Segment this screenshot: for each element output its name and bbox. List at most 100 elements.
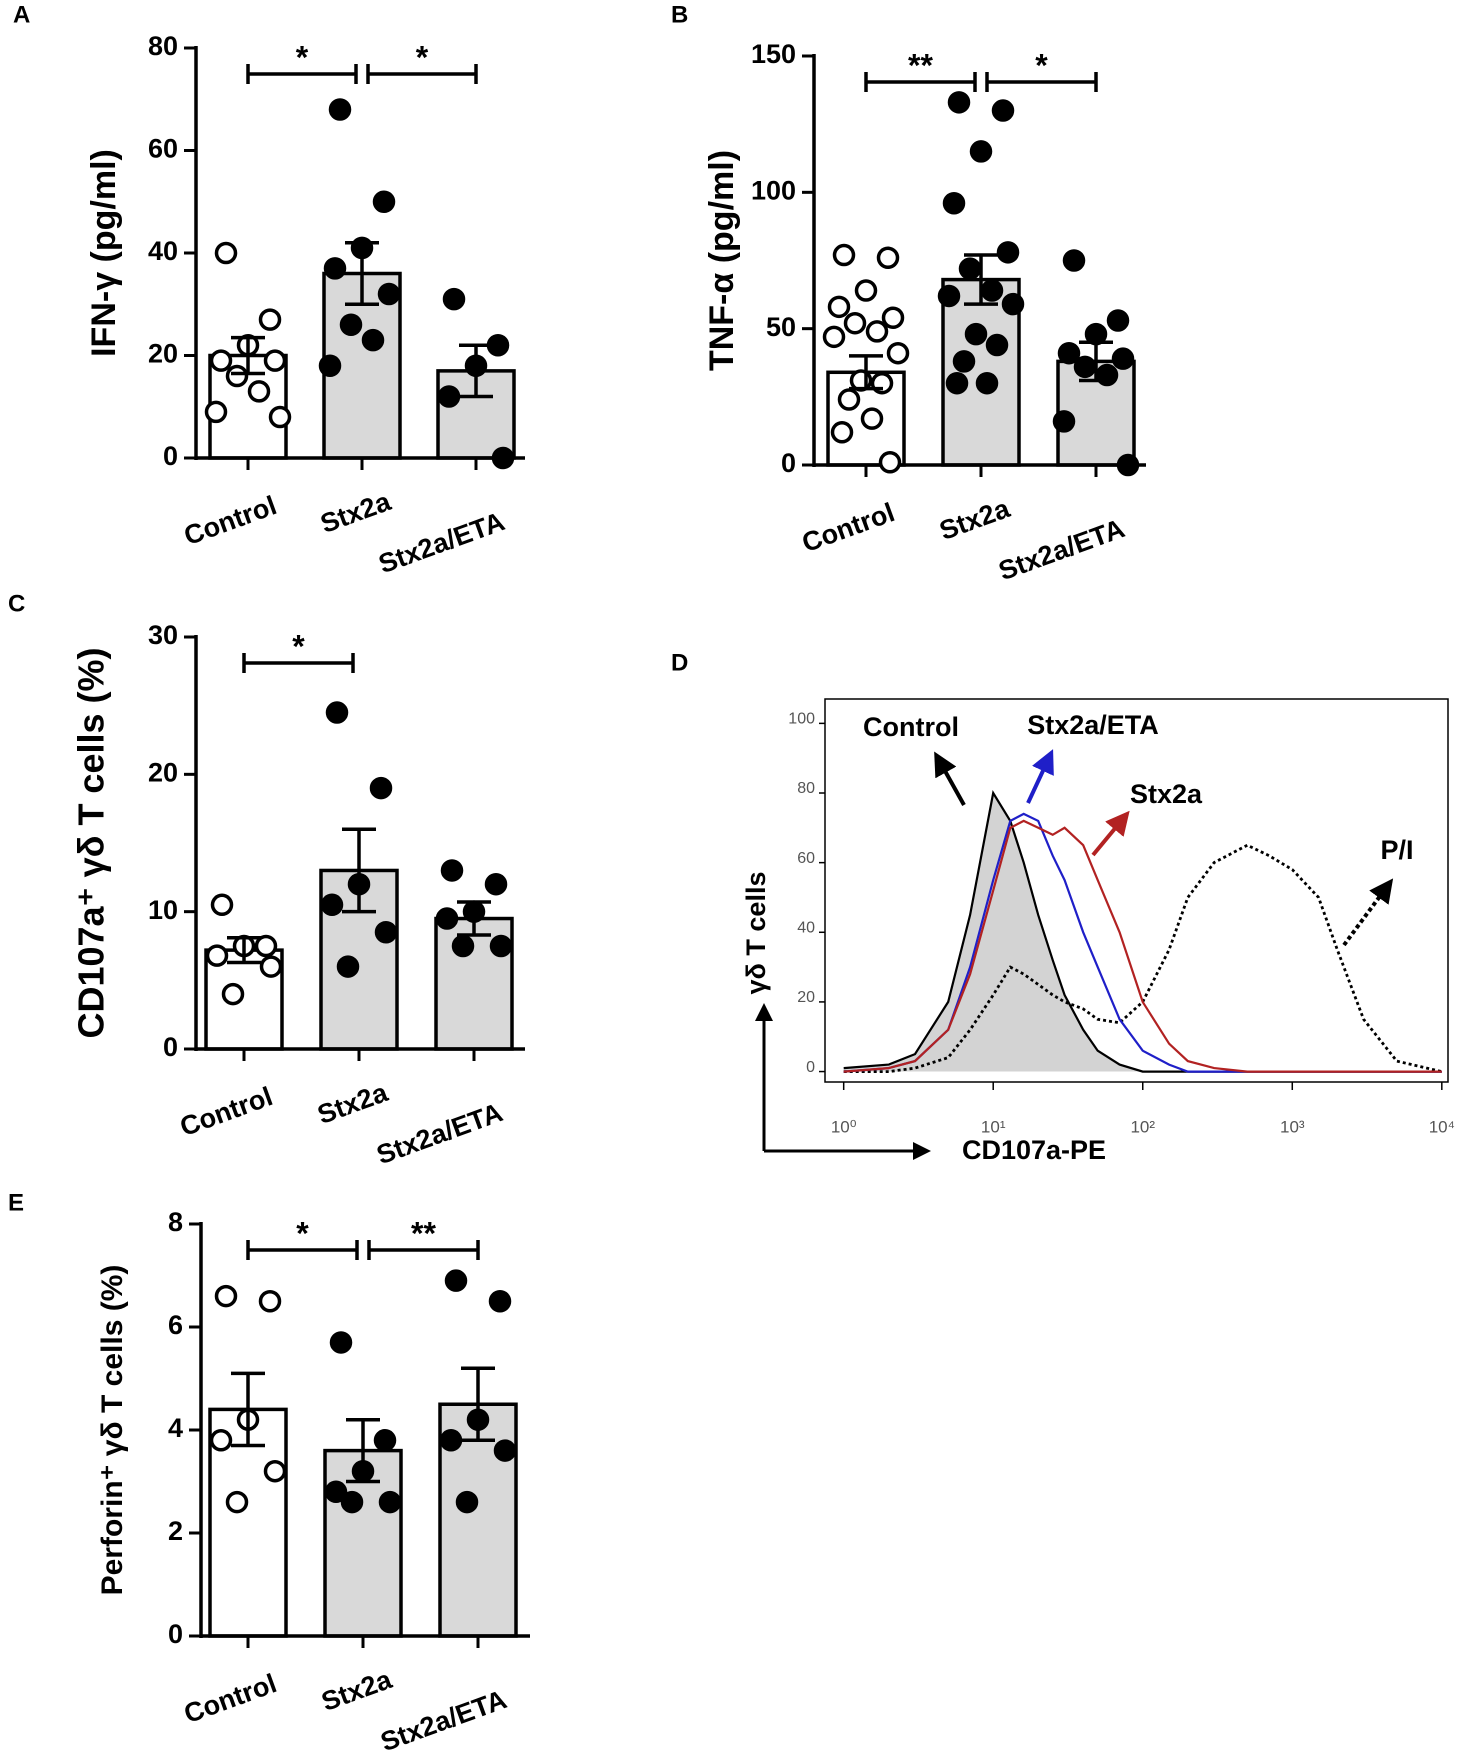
x-tick-label: Control (180, 490, 280, 551)
data-point (329, 1331, 353, 1354)
y-tick-label: 60 (148, 134, 178, 164)
significance-bracket (366, 64, 478, 84)
x-tick-label: Stx2a (936, 493, 1015, 546)
data-point (214, 1284, 238, 1308)
data-point (827, 295, 851, 319)
data-point (247, 380, 271, 403)
x-tick-label: 10⁴ (1429, 1117, 1455, 1136)
legend-label: P/I (1380, 835, 1413, 865)
y-axis-label: TNF-α (pg/ml) (703, 150, 741, 371)
significance-label: * (296, 39, 309, 75)
data-point (328, 98, 352, 121)
data-point (1052, 410, 1076, 433)
data-point (1001, 292, 1025, 316)
data-point (1073, 355, 1097, 379)
data-point (1062, 249, 1086, 272)
data-point (320, 893, 344, 917)
y-tick-label: 40 (797, 920, 815, 937)
x-tick-label: Stx2a (318, 1664, 397, 1717)
data-point (491, 446, 515, 470)
data-point (258, 308, 282, 331)
data-point (489, 934, 513, 958)
data-point (374, 921, 398, 944)
significance-label: * (292, 628, 305, 664)
data-point (985, 333, 1009, 357)
data-point (336, 955, 360, 978)
d-pointer-arrows (934, 749, 1394, 947)
y-tick-label: 6 (168, 1310, 183, 1340)
data-point (340, 1490, 364, 1514)
data-point (886, 341, 910, 365)
panel-label: A (13, 1, 30, 28)
significance-label: ** (411, 1215, 436, 1251)
y-axis-label: Perforin⁺ γδ T cells (%) (96, 1265, 129, 1596)
data-point (225, 1490, 249, 1514)
significance-bracket (864, 72, 977, 92)
data-point (361, 328, 385, 352)
y-tick-label: 0 (806, 1059, 815, 1076)
data-point (225, 364, 249, 388)
data-point (980, 279, 1004, 302)
x-tick-label: 10¹ (981, 1117, 1006, 1136)
data-point (843, 311, 867, 335)
data-point (975, 371, 999, 395)
legend-label: Stx2a (1130, 779, 1203, 809)
data-point (318, 354, 342, 377)
panel-label: B (671, 1, 688, 28)
significance-bracket (242, 653, 355, 673)
data-point (488, 1290, 512, 1313)
data-point (958, 257, 982, 280)
data-point (1057, 341, 1081, 365)
data-point (837, 388, 861, 411)
data-point (947, 91, 971, 114)
data-point (876, 246, 900, 270)
y-tick-label: 30 (148, 620, 178, 650)
y-tick-label: 0 (168, 1619, 183, 1649)
data-point (830, 421, 854, 444)
data-point (945, 371, 969, 395)
y-tick-label: 0 (163, 1032, 178, 1062)
panel-label: E (8, 1189, 24, 1216)
x-tick-label: Stx2a/ETA (995, 513, 1129, 586)
data-point (881, 306, 905, 330)
line (843, 819, 1442, 1073)
y-tick-label: 0 (163, 441, 178, 471)
data-point (372, 190, 396, 213)
data-point (878, 451, 902, 474)
data-point (377, 282, 401, 306)
y-tick-label: 0 (781, 448, 796, 478)
data-point (1111, 347, 1135, 370)
data-point (964, 322, 988, 346)
x-axis-label: CD107a-PE (962, 1135, 1106, 1165)
y-tick-label: 80 (148, 31, 178, 61)
y-tick-label: 10 (148, 895, 178, 925)
y-tick-label: 20 (148, 757, 178, 787)
x-tick-label: 10² (1130, 1117, 1155, 1136)
significance-label: * (296, 1215, 309, 1251)
data-point (263, 1459, 287, 1483)
significance-bracket (246, 64, 358, 84)
data-point (263, 349, 287, 372)
legend-label: Control (863, 712, 959, 742)
data-point (210, 893, 234, 917)
data-point (369, 776, 393, 800)
data-point (214, 241, 238, 265)
data-point (832, 243, 856, 267)
area (843, 793, 1442, 1072)
y-tick-label: 20 (148, 339, 178, 369)
y-tick-label: 4 (168, 1413, 183, 1443)
x-tick-label: Stx2a/ETA (375, 506, 509, 579)
data-point (484, 872, 508, 896)
plot-frame (824, 698, 1449, 1083)
y-axis-label: CD107a⁺ γδ T cells (%) (71, 648, 112, 1039)
x-tick-label: Stx2a (314, 1077, 393, 1130)
panel-label: D (671, 649, 688, 676)
data-point (455, 1490, 479, 1514)
y-tick-label: 100 (788, 711, 815, 728)
y-tick-label: 50 (766, 312, 796, 342)
data-point (324, 1480, 348, 1504)
data-point (323, 257, 347, 280)
data-point (1116, 453, 1140, 477)
x-tick-label: 10³ (1280, 1117, 1305, 1136)
